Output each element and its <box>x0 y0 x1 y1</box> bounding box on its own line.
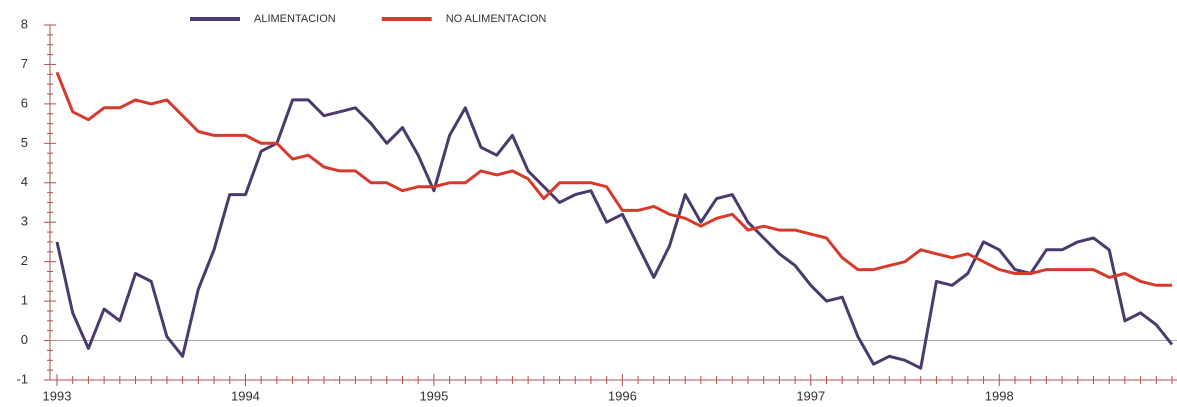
y-tick-label: 7 <box>21 56 28 71</box>
legend-label: NO ALIMENTACION <box>446 13 547 25</box>
y-tick-label: 1 <box>21 293 28 308</box>
x-tick-label: 1996 <box>608 388 637 403</box>
line-series <box>55 71 1172 287</box>
legend-label: ALIMENTACION <box>254 13 336 25</box>
x-tick-label: 1998 <box>985 388 1014 403</box>
x-tick-label: 1994 <box>231 388 260 403</box>
y-tick-label: 0 <box>21 332 28 347</box>
y-tick-label: 2 <box>21 253 28 268</box>
y-tick-label: 3 <box>21 214 28 229</box>
y-tick-label: 5 <box>21 135 28 150</box>
y-tick-label: 4 <box>21 174 28 189</box>
y-tick-label: -1 <box>16 371 28 386</box>
line-series <box>55 98 1174 370</box>
x-tick-label: 1995 <box>419 388 448 403</box>
y-tick-label: 8 <box>21 16 28 31</box>
y-tick-label: 6 <box>21 95 28 110</box>
x-tick-label: 1993 <box>43 388 72 403</box>
x-tick-label: 1997 <box>796 388 825 403</box>
